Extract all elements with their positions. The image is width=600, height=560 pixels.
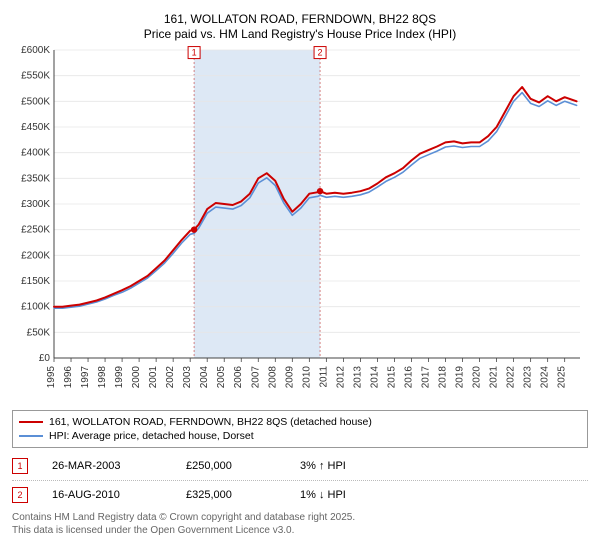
x-tick-label: 2010	[301, 366, 312, 389]
y-tick-label: £0	[39, 353, 51, 364]
y-tick-label: £100K	[21, 302, 50, 313]
x-tick-label: 2001	[148, 366, 159, 389]
y-tick-label: £350K	[21, 173, 50, 184]
x-tick-label: 1998	[97, 366, 108, 389]
y-tick-label: £450K	[21, 122, 50, 133]
y-tick-label: £400K	[21, 148, 50, 159]
x-tick-label: 2002	[165, 366, 176, 389]
title-line-1: 161, WOLLATON ROAD, FERNDOWN, BH22 8QS	[12, 12, 588, 27]
x-tick-label: 2003	[182, 366, 193, 389]
chart-title: 161, WOLLATON ROAD, FERNDOWN, BH22 8QS P…	[12, 12, 588, 42]
x-tick-label: 2019	[455, 366, 466, 389]
footer-line-2: This data is licensed under the Open Gov…	[12, 524, 588, 537]
x-tick-label: 2016	[403, 366, 414, 389]
x-tick-label: 2015	[386, 366, 397, 389]
x-tick-label: 2017	[420, 366, 431, 389]
x-tick-label: 2009	[284, 366, 295, 389]
y-tick-label: £600K	[21, 45, 50, 56]
event-row-marker: 2	[12, 487, 28, 503]
x-tick-label: 2018	[438, 366, 449, 389]
x-tick-label: 2023	[523, 366, 534, 389]
event-dot	[317, 188, 323, 194]
legend-label: HPI: Average price, detached house, Dors…	[49, 430, 254, 442]
event-marker-label: 2	[318, 48, 323, 58]
x-tick-label: 1995	[46, 366, 57, 389]
event-price: £250,000	[186, 460, 276, 472]
x-tick-label: 1997	[80, 366, 91, 389]
legend-swatch	[19, 435, 43, 437]
x-tick-label: 2007	[250, 366, 261, 389]
x-tick-label: 2008	[267, 366, 278, 389]
event-marker-label: 1	[192, 48, 197, 58]
x-tick-label: 2000	[131, 366, 142, 389]
x-tick-label: 1996	[63, 366, 74, 389]
legend-item: HPI: Average price, detached house, Dors…	[19, 429, 581, 443]
x-tick-label: 2014	[369, 366, 380, 389]
x-tick-label: 2004	[199, 366, 210, 389]
event-date: 26-MAR-2003	[52, 460, 162, 472]
x-tick-label: 2020	[472, 366, 483, 389]
event-price: £325,000	[186, 489, 276, 501]
event-row: 2 16-AUG-2010 £325,000 1% ↓ HPI	[12, 483, 588, 507]
price-chart: £0 £50K £100K £150K £200K £250K £300K £350K £400…	[12, 42, 588, 402]
event-table: 1 26-MAR-2003 £250,000 3% ↑ HPI 2 16-AUG-2010…	[12, 454, 588, 507]
x-tick-label: 2013	[352, 366, 363, 389]
event-row: 1 26-MAR-2003 £250,000 3% ↑ HPI	[12, 454, 588, 478]
y-tick-label: £200K	[21, 250, 50, 261]
event-delta: 1% ↓ HPI	[300, 489, 346, 501]
y-tick-label: £150K	[21, 276, 50, 287]
legend-label: 161, WOLLATON ROAD, FERNDOWN, BH22 8QS (…	[49, 416, 372, 428]
x-tick-label: 2011	[318, 366, 329, 388]
x-tick-label: 2024	[540, 366, 551, 389]
x-tick-label: 2012	[335, 366, 346, 389]
attribution: Contains HM Land Registry data © Crown c…	[12, 511, 588, 537]
x-tick-label: 1999	[114, 366, 125, 389]
x-tick-label: 2006	[233, 366, 244, 389]
event-dot	[191, 226, 197, 232]
x-tick-label: 2005	[216, 366, 227, 389]
event-row-marker: 1	[12, 458, 28, 474]
x-tick-label: 2025	[557, 366, 568, 389]
legend-swatch	[19, 421, 43, 423]
title-line-2: Price paid vs. HM Land Registry's House …	[12, 27, 588, 42]
y-tick-label: £500K	[21, 96, 50, 107]
y-tick-label: £550K	[21, 71, 50, 82]
event-date: 16-AUG-2010	[52, 489, 162, 501]
y-tick-label: £300K	[21, 199, 50, 210]
y-tick-label: £250K	[21, 225, 50, 236]
event-delta: 3% ↑ HPI	[300, 460, 346, 472]
footer-line-1: Contains HM Land Registry data © Crown c…	[12, 511, 588, 524]
legend: 161, WOLLATON ROAD, FERNDOWN, BH22 8QS (…	[12, 410, 588, 448]
x-tick-label: 2022	[506, 366, 517, 389]
legend-item: 161, WOLLATON ROAD, FERNDOWN, BH22 8QS (…	[19, 415, 581, 429]
y-tick-label: £50K	[27, 327, 51, 338]
x-tick-label: 2021	[489, 366, 500, 389]
